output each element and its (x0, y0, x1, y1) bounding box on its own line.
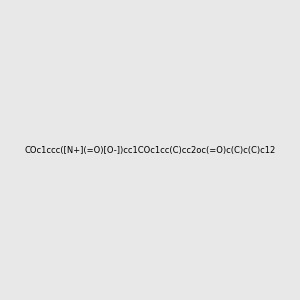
Text: COc1ccc([N+](=O)[O-])cc1COc1cc(C)cc2oc(=O)c(C)c(C)c12: COc1ccc([N+](=O)[O-])cc1COc1cc(C)cc2oc(=… (24, 146, 276, 154)
